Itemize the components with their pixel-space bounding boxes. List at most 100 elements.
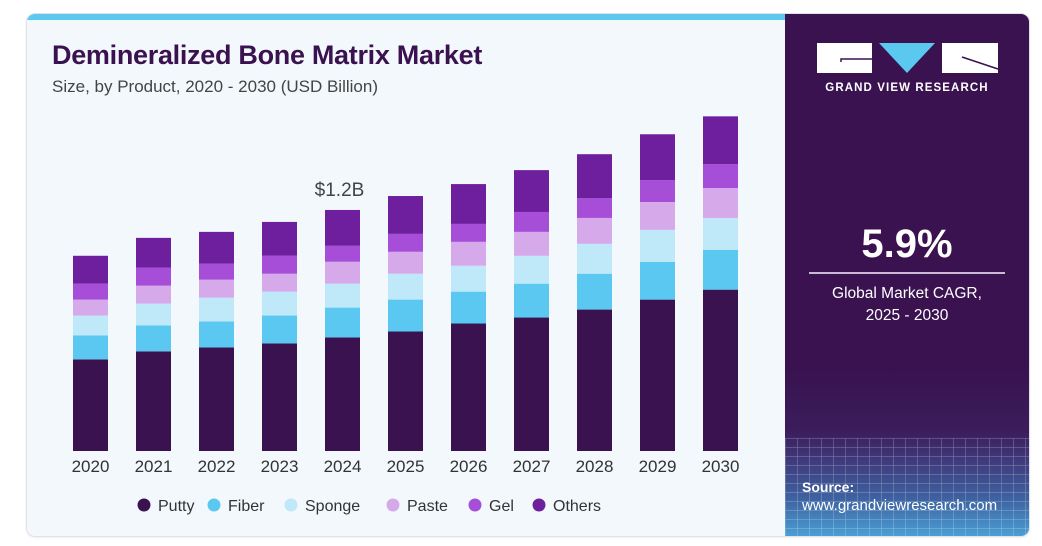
bar-stack-2023 — [262, 221, 297, 451]
bar-putty-2026 — [451, 323, 486, 451]
x-tick-label: 2025 — [387, 457, 425, 476]
bar-paste-2023 — [262, 273, 297, 292]
x-tick-label: 2030 — [702, 457, 740, 476]
cagr-label: Global Market CAGR, 2025 - 2030 — [785, 283, 1029, 327]
accent-stripe — [27, 14, 785, 20]
bar-fiber-2027 — [514, 283, 549, 318]
bar-paste-2030 — [703, 188, 738, 218]
legend-label: Paste — [407, 498, 448, 515]
x-tick-label: 2023 — [261, 457, 299, 476]
cagr-label-line2: 2025 - 2030 — [865, 307, 949, 324]
bar-sponge-2028 — [577, 243, 612, 274]
bar-paste-2021 — [136, 285, 171, 304]
bar-paste-2027 — [514, 231, 549, 256]
legend-swatch-icon — [137, 498, 151, 512]
legend-swatch-icon — [532, 498, 546, 512]
x-tick-label: 2029 — [639, 457, 677, 476]
info-panel: GRAND VIEW RESEARCH 5.9% Global Market C… — [785, 14, 1029, 536]
bar-sponge-2022 — [199, 297, 234, 322]
bar-others-2028 — [577, 154, 612, 199]
bar-putty-2020 — [73, 359, 108, 451]
bar-gel-2027 — [514, 211, 549, 232]
x-tick-label: 2021 — [135, 457, 173, 476]
x-tick-label: 2024 — [324, 457, 362, 476]
bar-others-2023 — [262, 221, 297, 256]
bar-paste-2028 — [577, 217, 612, 244]
bar-putty-2021 — [136, 351, 171, 451]
bar-paste-2024 — [325, 261, 360, 284]
legend: Putty Fiber Sponge Paste Gel Others — [137, 498, 601, 515]
bar-putty-2022 — [199, 347, 234, 451]
legend-item-sponge: Sponge — [284, 498, 360, 515]
bar-paste-2022 — [199, 279, 234, 298]
x-tick-label: 2028 — [576, 457, 614, 476]
legend-swatch-icon — [284, 498, 298, 512]
bar-putty-2027 — [514, 317, 549, 451]
bar-paste-2026 — [451, 241, 486, 266]
chart-subtitle: Size, by Product, 2020 - 2030 (USD Billi… — [52, 77, 378, 96]
legend-label: Sponge — [305, 498, 360, 515]
bar-sponge-2024 — [325, 283, 360, 308]
bar-gel-2029 — [640, 180, 675, 202]
bar-stack-2030 — [703, 116, 738, 451]
bar-others-2030 — [703, 116, 738, 165]
x-tick-label: 2026 — [450, 457, 488, 476]
bar-others-2021 — [136, 237, 171, 268]
bar-fiber-2026 — [451, 291, 486, 324]
bar-fiber-2023 — [262, 315, 297, 344]
bar-fiber-2022 — [199, 321, 234, 348]
bar-paste-2025 — [388, 251, 423, 274]
bar-stack-2027 — [514, 170, 549, 451]
bar-putty-2029 — [640, 299, 675, 451]
legend-label: Others — [553, 498, 601, 515]
annotations-group: $1.2B — [315, 180, 365, 201]
bar-stack-2028 — [577, 154, 612, 451]
bar-gel-2025 — [388, 233, 423, 252]
bar-fiber-2028 — [577, 273, 612, 310]
bar-others-2020 — [73, 255, 108, 284]
x-tick-label: 2020 — [72, 457, 110, 476]
legend-swatch-icon — [386, 498, 400, 512]
bar-sponge-2023 — [262, 291, 297, 316]
bar-paste-2029 — [640, 202, 675, 230]
bar-stack-2021 — [136, 237, 171, 451]
bar-fiber-2025 — [388, 299, 423, 332]
chart-card: Demineralized Bone Matrix Market Size, b… — [27, 14, 1029, 536]
bar-fiber-2024 — [325, 307, 360, 338]
source-link[interactable]: www.grandviewresearch.com — [802, 497, 998, 514]
bar-stack-2029 — [640, 134, 675, 451]
bar-putty-2025 — [388, 331, 423, 451]
grid-background — [785, 438, 1029, 536]
source-label: Source: — [802, 479, 855, 495]
legend-swatch-icon — [207, 498, 221, 512]
bar-stack-2025 — [388, 196, 423, 451]
bar-sponge-2021 — [136, 303, 171, 326]
bar-stack-2024 — [325, 209, 360, 451]
bar-gel-2024 — [325, 245, 360, 262]
bar-others-2026 — [451, 184, 486, 224]
bar-gel-2030 — [703, 164, 738, 189]
bar-putty-2028 — [577, 309, 612, 451]
legend-label: Fiber — [228, 498, 265, 515]
bar-fiber-2021 — [136, 325, 171, 352]
legend-swatch-icon — [468, 498, 482, 512]
data-label-annotation: $1.2B — [315, 180, 365, 201]
bar-sponge-2029 — [640, 229, 675, 262]
bar-fiber-2029 — [640, 261, 675, 300]
bar-stack-2020 — [73, 255, 108, 451]
bar-stack-2026 — [451, 184, 486, 451]
bar-stack-2022 — [199, 231, 234, 451]
bars-group — [73, 116, 738, 451]
legend-label: Gel — [489, 498, 514, 515]
bar-gel-2022 — [199, 263, 234, 280]
bar-gel-2023 — [262, 255, 297, 274]
bar-putty-2024 — [325, 337, 360, 451]
cagr-value: 5.9% — [861, 222, 953, 266]
bar-sponge-2025 — [388, 273, 423, 300]
bar-sponge-2026 — [451, 265, 486, 292]
bar-sponge-2030 — [703, 217, 738, 250]
chart-title: Demineralized Bone Matrix Market — [52, 40, 483, 70]
legend-label: Putty — [158, 498, 194, 515]
bar-paste-2020 — [73, 299, 108, 316]
cagr-divider — [809, 272, 1005, 274]
